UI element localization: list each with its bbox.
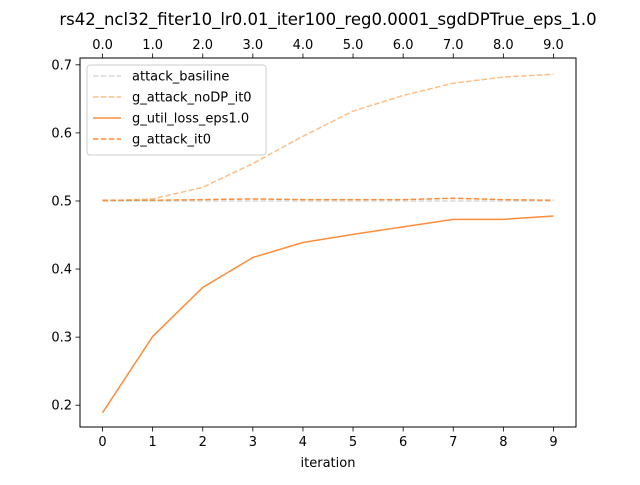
x-axis-top: 0.0 1.0 2.0 3.0 4.0 5.0 6.0 7.0 8.0 9.0 [92,38,564,58]
x-tick-label: 0 [98,435,106,450]
x-top-tick-label: 7.0 [443,38,464,53]
x-tick-label: 4 [299,435,307,450]
legend-label: g_attack_it0 [132,133,211,148]
x-tick-label: 5 [349,435,357,450]
x-top-tick-label: 9.0 [543,38,564,53]
y-axis: 0.2 0.3 0.4 0.5 0.6 0.7 [51,58,80,414]
legend-label: g_util_loss_eps1.0 [132,112,249,127]
legend-label: g_attack_noDP_it0 [132,91,252,106]
legend-label: attack_basiline [132,70,229,85]
chart-title: rs42_ncl32_fiter10_lr0.01_iter100_reg0.0… [59,10,596,30]
x-top-tick-label: 0.0 [92,38,113,53]
x-tick-label: 3 [249,435,257,450]
x-top-tick-label: 5.0 [343,38,364,53]
x-top-tick-label: 4.0 [293,38,314,53]
y-tick-label: 0.5 [51,194,72,209]
x-tick-label: 2 [199,435,207,450]
x-axis-bottom: 0 1 2 3 4 5 6 7 8 9 [98,427,558,450]
x-tick-label: 7 [449,435,457,450]
x-tick-label: 9 [549,435,557,450]
x-top-tick-label: 8.0 [493,38,514,53]
x-top-tick-label: 1.0 [142,38,163,53]
y-tick-label: 0.2 [51,399,72,414]
y-tick-label: 0.4 [51,263,72,278]
y-tick-label: 0.7 [51,58,72,73]
x-top-tick-label: 6.0 [393,38,414,53]
y-tick-label: 0.6 [51,126,72,141]
legend: attack_basiline g_attack_noDP_it0 g_util_l… [86,64,267,156]
x-tick-label: 6 [399,435,407,450]
x-top-tick-label: 3.0 [243,38,264,53]
series-layer [101,73,554,414]
series-line-2 [102,73,554,202]
legend-box [86,64,267,156]
y-tick-label: 0.3 [51,331,72,346]
x-tick-label: 1 [149,435,157,450]
series-line-3 [101,215,554,414]
x-axis-label: iteration [301,456,356,471]
plot-area-frame [79,57,577,428]
x-tick-label: 8 [499,435,507,450]
x-top-tick-label: 2.0 [192,38,213,53]
series-line-4 [102,197,554,202]
